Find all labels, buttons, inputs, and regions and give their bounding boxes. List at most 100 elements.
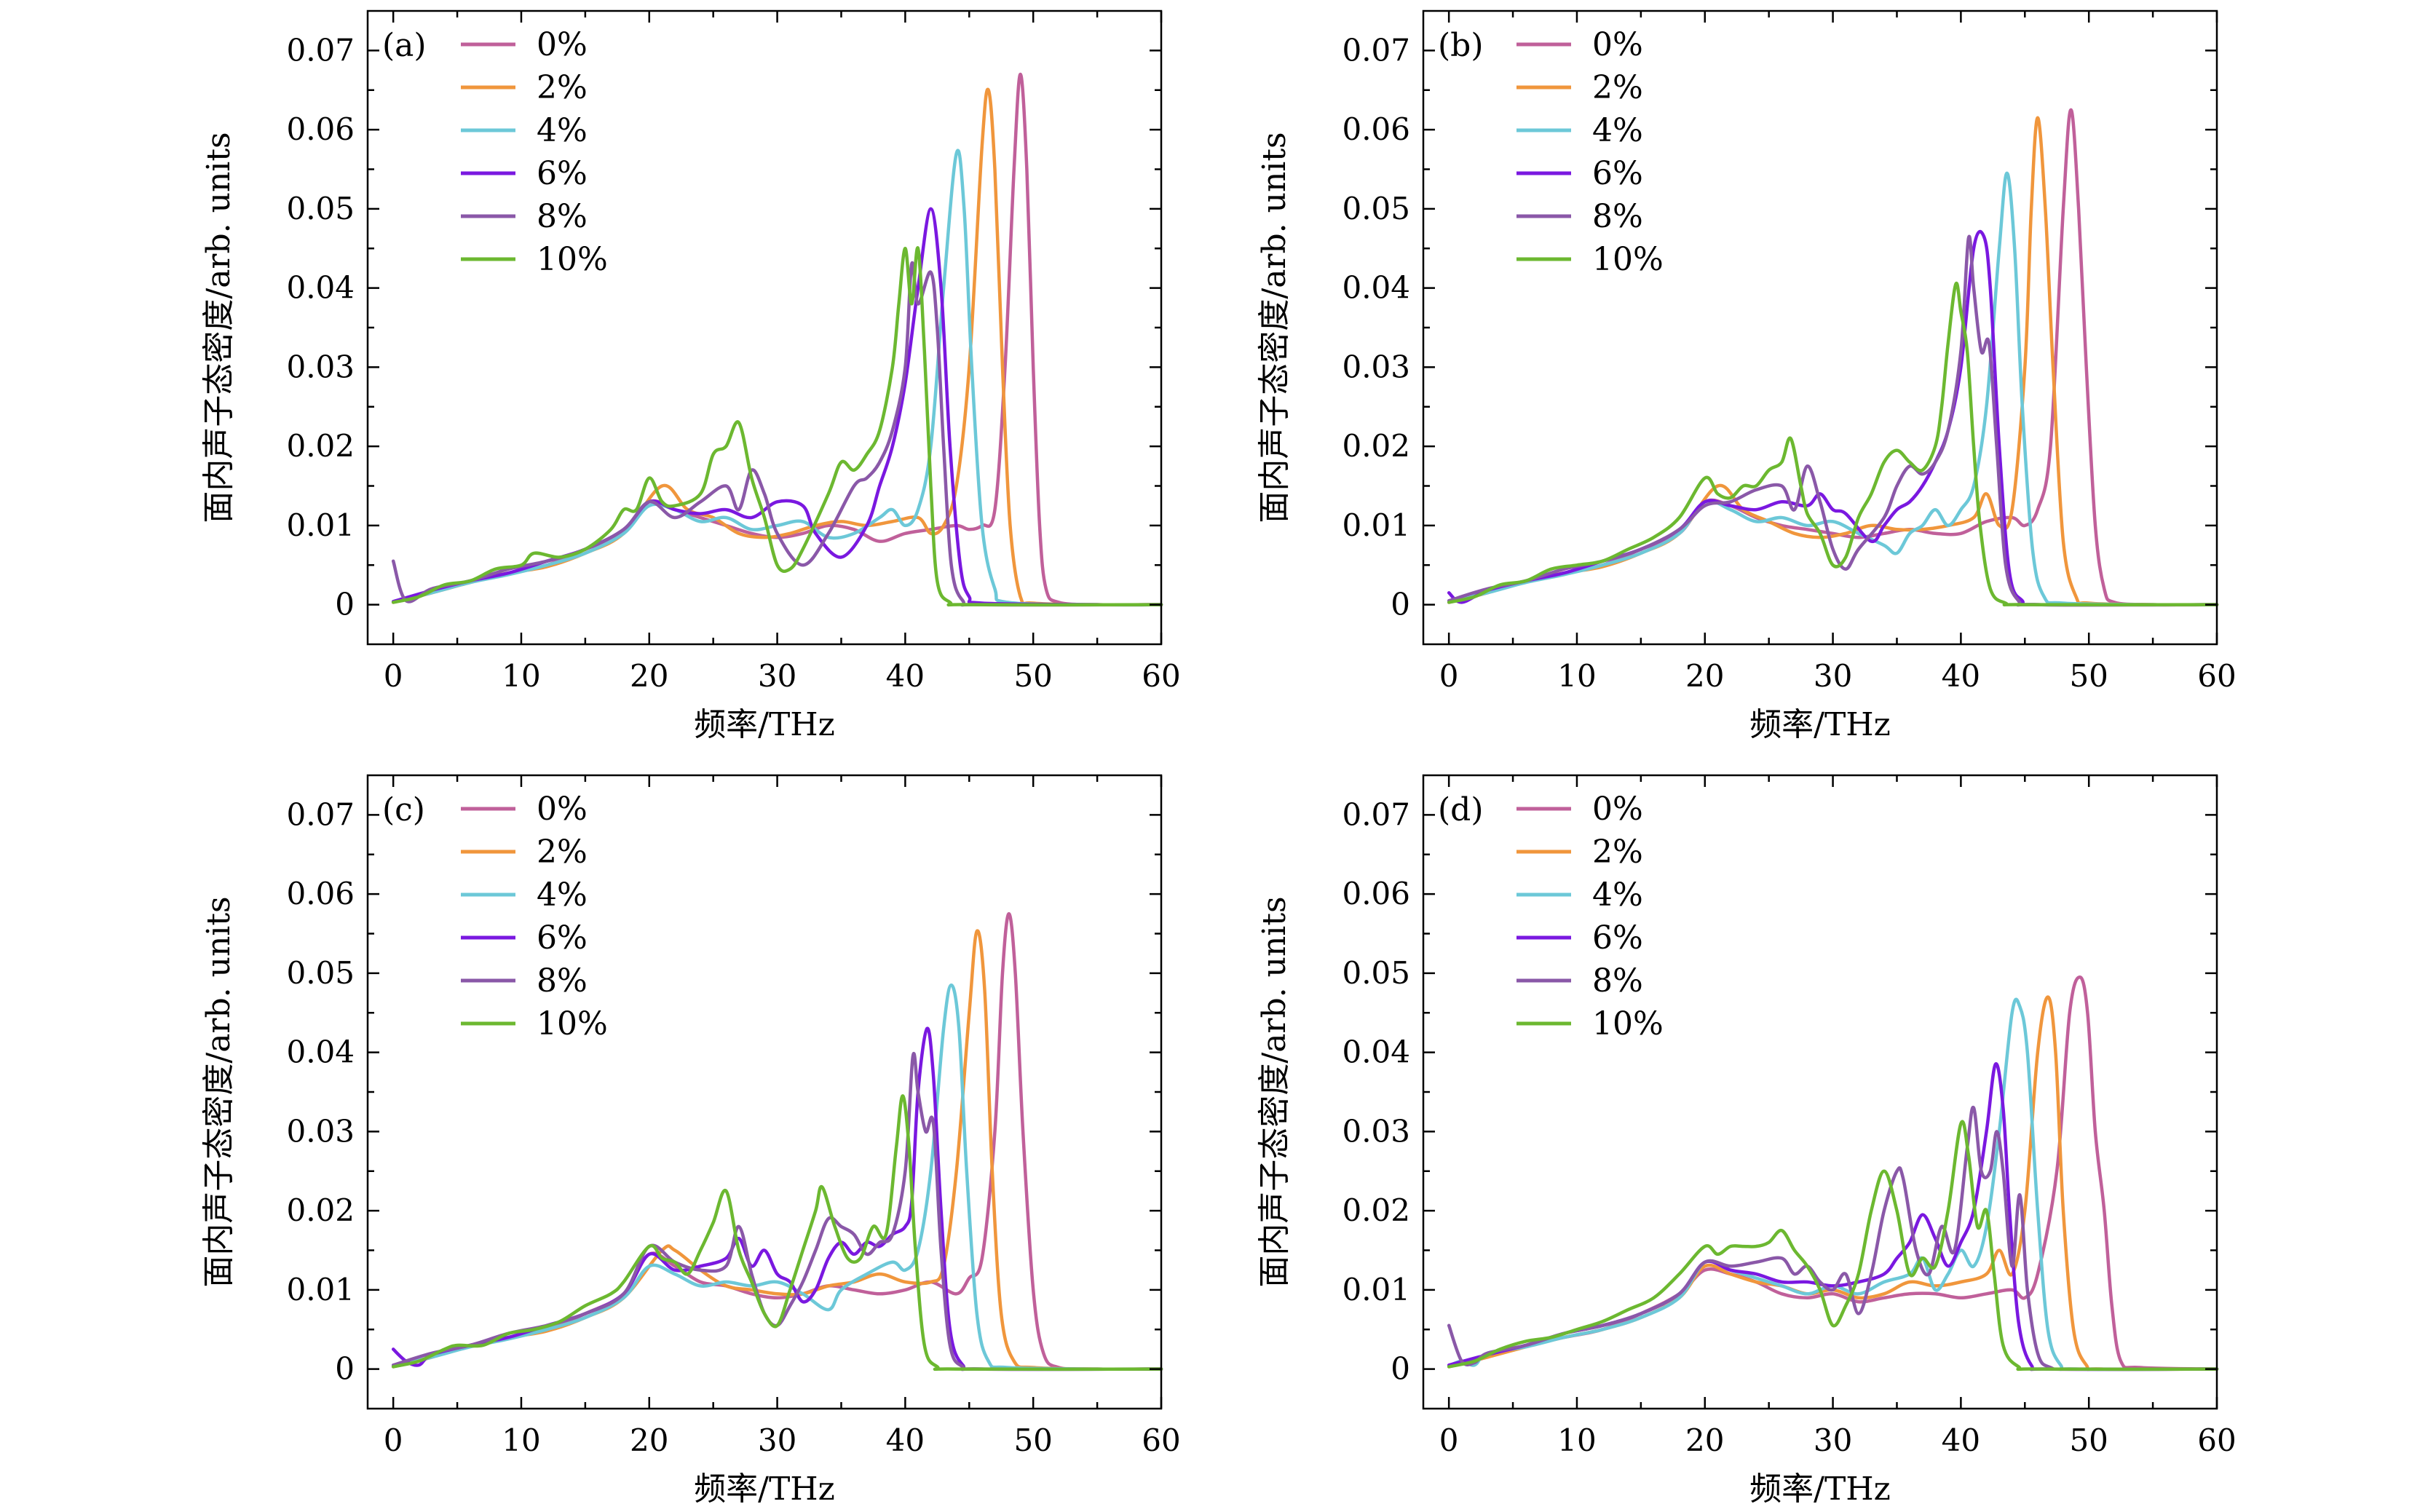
x-tick-label-a-4: 40 <box>886 658 925 694</box>
x-tick-label-a-3: 30 <box>758 658 796 694</box>
legend-label-c-2: 4% <box>537 876 588 914</box>
legend-a: 0% 2% 4% 6% 8% 10% <box>461 26 608 278</box>
series-line-c-4 <box>391 1052 1163 1372</box>
x-axis-label-d: 频率/THz <box>1749 1471 1891 1508</box>
x-tick-label-c-4: 40 <box>886 1422 925 1458</box>
x-axis-label-c: 频率/THz <box>694 1471 835 1508</box>
legend-label-a-0: 0% <box>537 26 588 63</box>
panel-d: 0 10 20 30 40 50 60 0 0.01 0.02 0.03 0.04 0.05 0.06 0.… <box>1256 774 2237 1508</box>
plot-frame-d <box>1422 774 2218 1410</box>
x-tick-label-d-0: 0 <box>1439 1422 1459 1458</box>
series-line-d-4 <box>1447 1105 2219 1372</box>
y-tick-label-c-6: 0.06 <box>286 876 355 911</box>
y-tick-label-b-1: 0.01 <box>1342 507 1410 543</box>
x-tick-label-b-1: 10 <box>1557 658 1596 694</box>
panel-b: 0 10 20 30 40 50 60 0 0.01 0.02 0.03 0.04 0.05 0.06 0.… <box>1256 9 2237 743</box>
series-line-a-4 <box>391 261 1163 607</box>
x-tick-label-c-5: 50 <box>1013 1422 1052 1458</box>
series-line-b-2 <box>1447 171 2219 607</box>
legend-label-a-2: 4% <box>537 112 588 149</box>
legend-label-b-2: 4% <box>1592 112 1643 149</box>
x-tick-label-a-1: 10 <box>502 658 540 694</box>
x-tick-label-b-3: 30 <box>1814 658 1852 694</box>
series-line-b-1 <box>1447 116 2219 607</box>
legend-label-d-2: 4% <box>1592 876 1643 914</box>
panel-label-d: (d) <box>1438 791 1484 828</box>
panel-label-a: (a) <box>382 27 427 64</box>
legend-d: 0% 2% 4% 6% 8% 10% <box>1516 791 1664 1042</box>
y-tick-label-d-6: 0.06 <box>1342 876 1410 911</box>
y-tick-label-d-5: 0.05 <box>1342 955 1410 991</box>
y-tick-label-d-2: 0.02 <box>1342 1192 1410 1228</box>
y-tick-label-c-3: 0.03 <box>286 1113 355 1149</box>
legend-b: 0% 2% 4% 6% 8% 10% <box>1516 26 1664 278</box>
panel-label-b: (b) <box>1438 27 1484 64</box>
y-tick-label-a-4: 0.04 <box>286 270 355 306</box>
series-line-c-5 <box>391 1094 1163 1372</box>
x-axis-label-a: 频率/THz <box>694 706 835 743</box>
y-tick-label-b-6: 0.06 <box>1342 111 1410 147</box>
x-tick-label-b-5: 50 <box>2069 658 2108 694</box>
series-line-a-5 <box>391 246 1163 607</box>
y-tick-label-a-5: 0.05 <box>286 191 355 226</box>
y-tick-label-a-6: 0.06 <box>286 111 355 147</box>
x-tick-label-b-4: 40 <box>1942 658 1980 694</box>
legend-label-d-1: 2% <box>1592 834 1643 871</box>
legend-label-b-4: 8% <box>1592 198 1643 235</box>
y-tick-label-b-3: 0.03 <box>1342 349 1410 384</box>
panel-label-c: (c) <box>382 791 425 828</box>
x-tick-label-d-3: 30 <box>1814 1422 1852 1458</box>
series-line-a-1 <box>391 87 1163 607</box>
y-tick-label-d-1: 0.01 <box>1342 1272 1410 1307</box>
x-tick-label-c-2: 20 <box>630 1422 668 1458</box>
y-tick-label-a-2: 0.02 <box>286 428 355 464</box>
y-tick-label-b-7: 0.07 <box>1342 32 1410 68</box>
legend-label-b-3: 6% <box>1592 155 1643 192</box>
x-tick-label-a-2: 20 <box>630 658 668 694</box>
x-tick-label-b-6: 60 <box>2197 658 2236 694</box>
y-tick-label-a-1: 0.01 <box>286 507 355 543</box>
y-tick-label-d-7: 0.07 <box>1342 796 1410 832</box>
x-tick-label-b-0: 0 <box>1439 658 1459 694</box>
y-axis-label-a: 面内声子态密度/arb. units <box>200 132 237 523</box>
legend-label-d-5: 10% <box>1592 1005 1664 1042</box>
series-line-c-1 <box>391 929 1163 1372</box>
series-line-c-2 <box>391 983 1163 1372</box>
series-line-b-0 <box>1447 108 2219 607</box>
x-tick-label-a-6: 60 <box>1142 658 1180 694</box>
y-tick-label-a-0: 0 <box>335 587 355 622</box>
x-tick-label-d-2: 20 <box>1685 1422 1724 1458</box>
series-line-c-3 <box>391 1026 1163 1372</box>
x-tick-label-c-1: 10 <box>502 1422 540 1458</box>
legend-c: 0% 2% 4% 6% 8% 10% <box>461 791 608 1042</box>
x-axis-label-b: 频率/THz <box>1749 706 1891 743</box>
x-tick-label-c-0: 0 <box>384 1422 403 1458</box>
legend-label-d-3: 6% <box>1592 919 1643 957</box>
legend-label-a-1: 2% <box>537 69 588 106</box>
legend-label-d-4: 8% <box>1592 962 1643 1000</box>
legend-label-c-0: 0% <box>537 791 588 828</box>
series-line-b-4 <box>1447 234 2219 607</box>
y-tick-label-b-5: 0.05 <box>1342 191 1410 226</box>
x-tick-label-c-6: 60 <box>1142 1422 1180 1458</box>
y-tick-label-c-7: 0.07 <box>286 796 355 832</box>
y-tick-label-d-3: 0.03 <box>1342 1113 1410 1149</box>
x-tick-label-d-4: 40 <box>1942 1422 1980 1458</box>
y-tick-label-b-2: 0.02 <box>1342 428 1410 464</box>
panel-c: 0 10 20 30 40 50 60 0 0.01 0.02 0.03 0.04 0.05 0.06 0.… <box>200 774 1181 1508</box>
y-tick-label-b-0: 0 <box>1391 587 1410 622</box>
x-tick-label-b-2: 20 <box>1685 658 1724 694</box>
legend-label-c-4: 8% <box>537 962 588 1000</box>
legend-label-a-4: 8% <box>537 198 588 235</box>
y-tick-label-d-0: 0 <box>1391 1351 1410 1387</box>
legend-label-a-3: 6% <box>537 155 588 192</box>
y-axis-label-b: 面内声子态密度/arb. units <box>1256 132 1293 523</box>
y-tick-label-c-0: 0 <box>335 1351 355 1387</box>
series-line-d-0 <box>1447 975 2219 1371</box>
x-tick-label-a-5: 50 <box>1013 658 1052 694</box>
y-tick-label-c-1: 0.01 <box>286 1272 355 1307</box>
y-tick-label-c-2: 0.02 <box>286 1192 355 1228</box>
y-tick-label-c-4: 0.04 <box>286 1034 355 1070</box>
panel-a: 0 10 20 30 40 50 60 0 0.01 0.02 0.03 0.04 0.05 0.06 0.… <box>200 9 1181 743</box>
